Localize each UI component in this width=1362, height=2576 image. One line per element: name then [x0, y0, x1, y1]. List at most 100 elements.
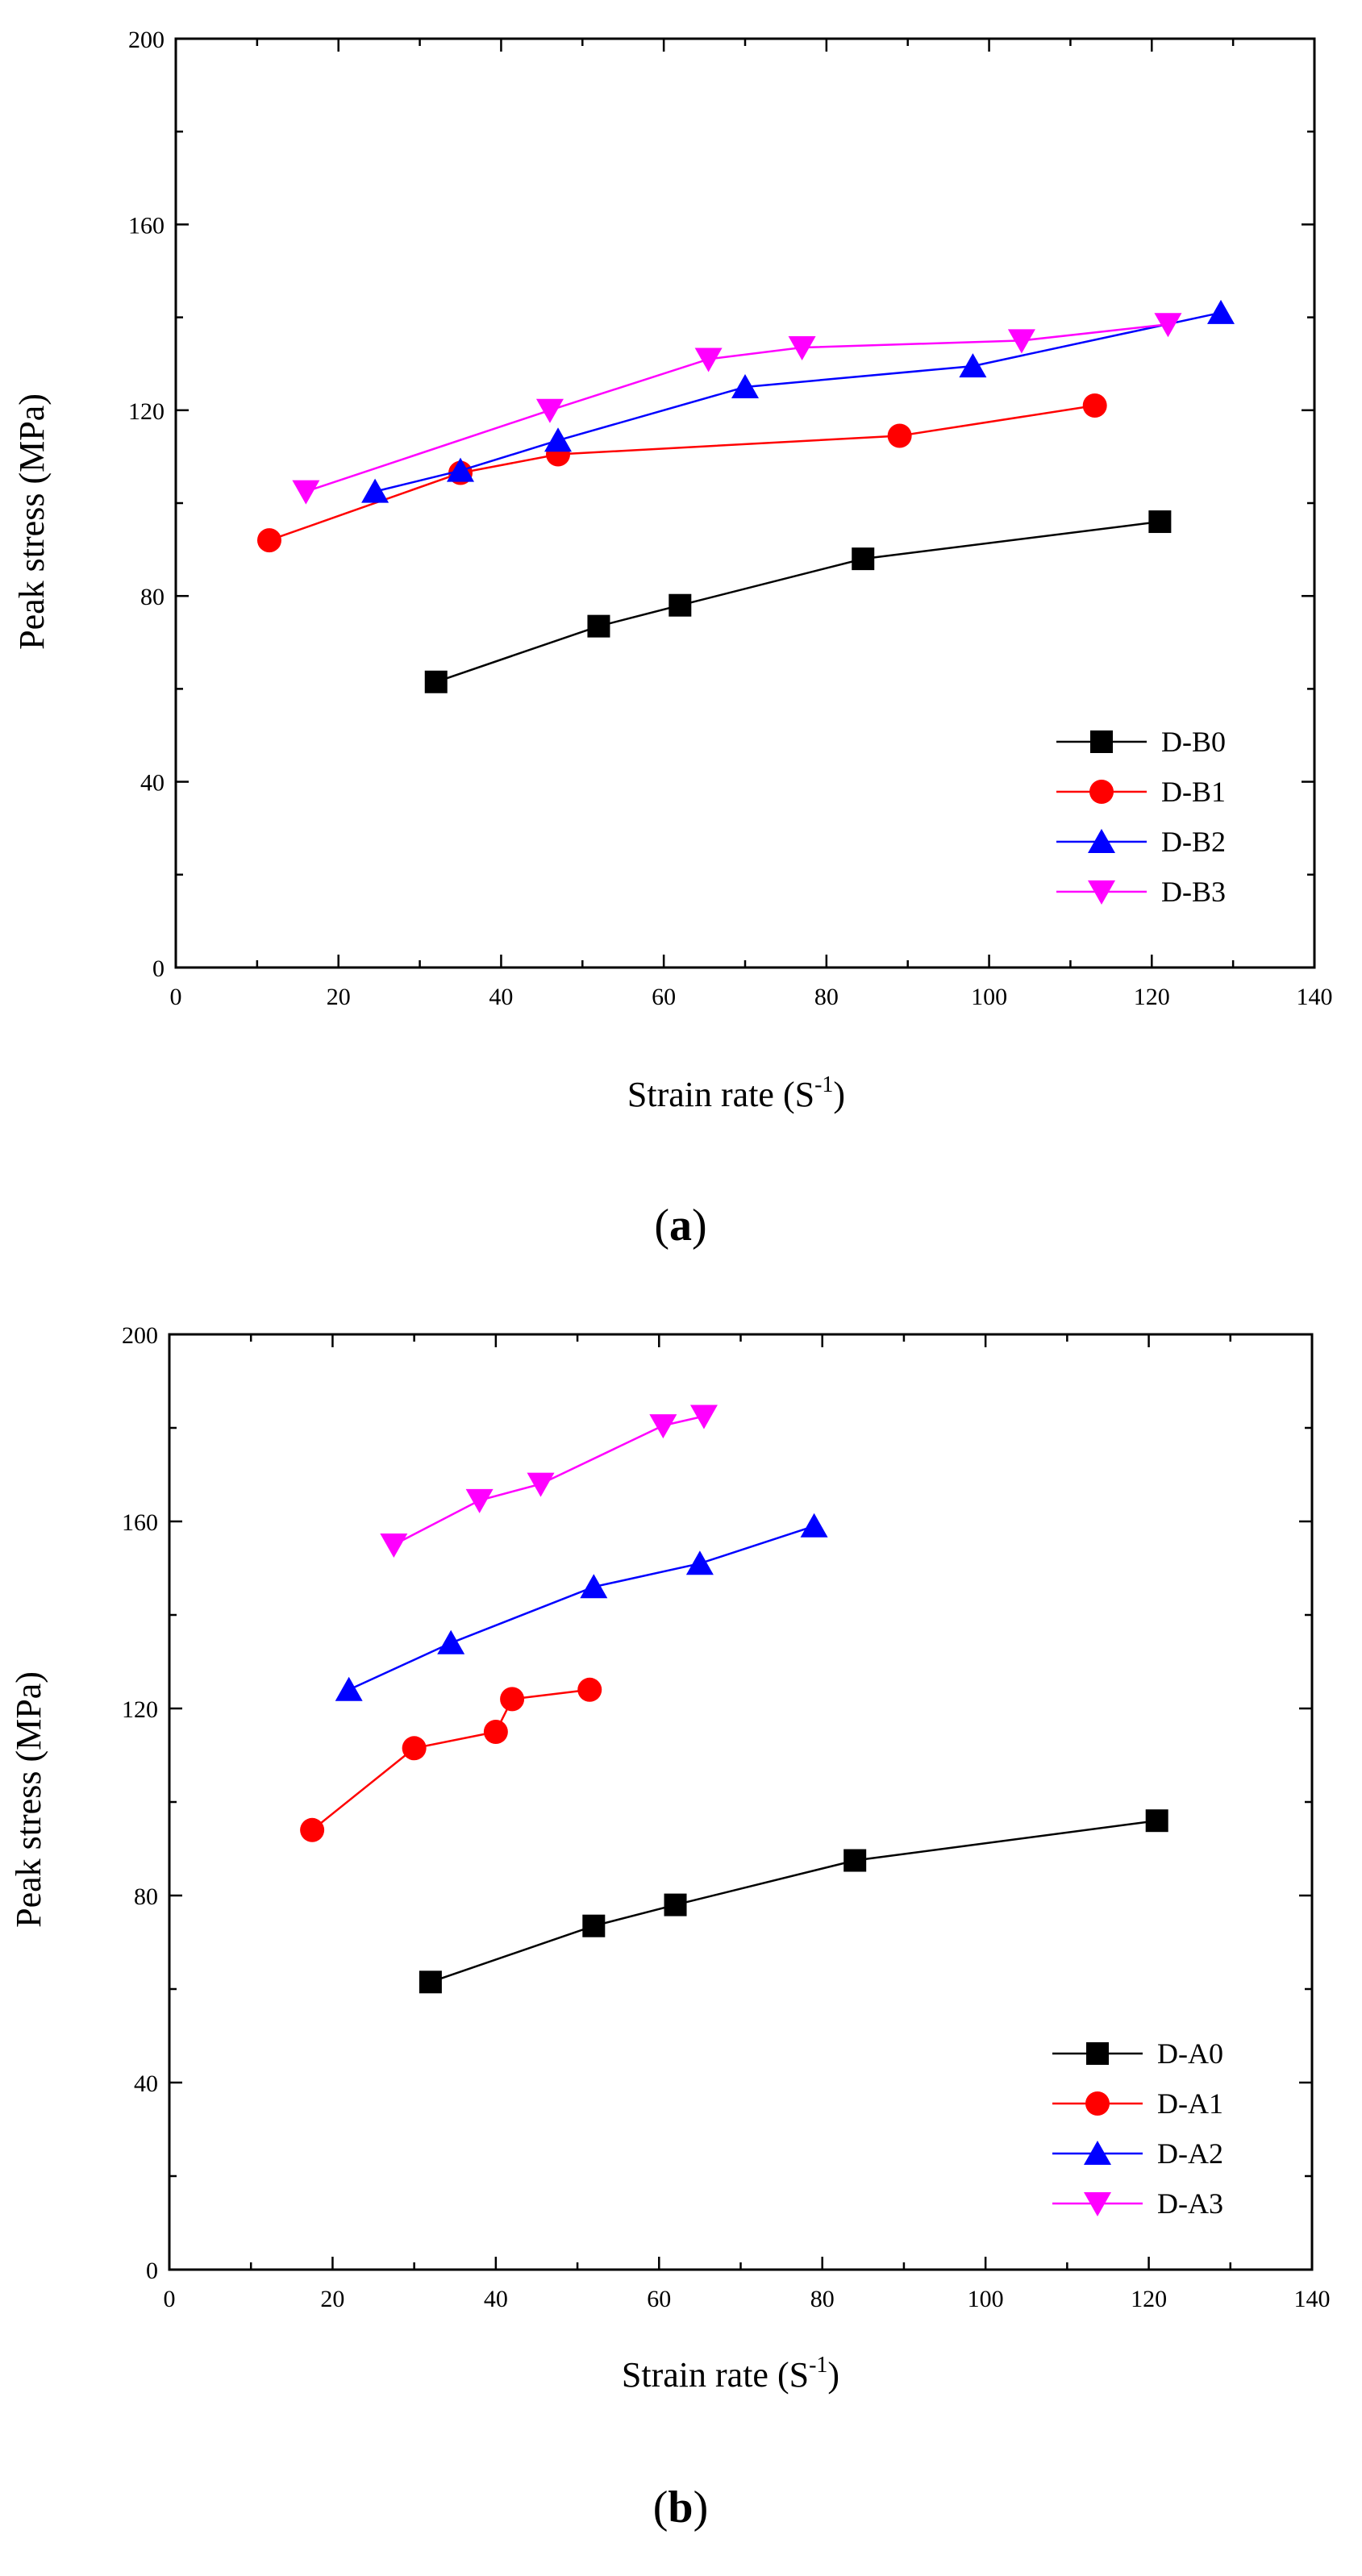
data-point [335, 1676, 363, 1701]
x-tick-label: 120 [1131, 2286, 1167, 2312]
data-point [447, 457, 474, 482]
series-line [374, 311, 1222, 493]
data-point [1007, 329, 1035, 354]
legend-label: D-B3 [1161, 876, 1226, 908]
legend-marker [1088, 829, 1115, 853]
legend-marker [1090, 730, 1113, 753]
y-tick-label: 120 [128, 398, 165, 425]
legend-label: D-A2 [1157, 2137, 1223, 2170]
y-tick-label: 0 [152, 955, 165, 982]
y-axis-title: Peak stress (MPa) [9, 1671, 48, 1928]
legend-entry: D-B0 [1056, 726, 1226, 758]
x-tick-label: 20 [327, 984, 351, 1010]
legend-marker [1085, 2091, 1110, 2116]
data-point [361, 478, 389, 503]
data-point [689, 1405, 718, 1429]
x-tick-label: 60 [647, 2286, 671, 2312]
x-axis-title: Strain rate (S-1) [622, 2353, 839, 2395]
data-point [544, 427, 573, 452]
plot-frame [168, 1333, 1314, 2271]
x-tick-label: 80 [814, 984, 839, 1010]
legend-label: D-B1 [1161, 776, 1226, 808]
data-point [527, 1472, 555, 1497]
data-point [437, 1629, 465, 1654]
x-tick-label: 140 [1297, 984, 1333, 1010]
x-tick-label: 80 [810, 2286, 835, 2312]
panel-label-a: (a) [654, 1201, 706, 1251]
legend-label: D-A3 [1157, 2187, 1223, 2220]
x-axis-title: Strain rate (S-1) [627, 1072, 845, 1114]
data-point [1082, 393, 1107, 418]
y-tick-label: 160 [128, 212, 165, 239]
legend-marker [1086, 2042, 1109, 2065]
series-d-b0 [424, 510, 1172, 693]
series-d-a1 [300, 1677, 602, 1842]
data-point [1207, 299, 1235, 324]
series-line [435, 520, 1160, 683]
data-point [852, 547, 875, 571]
series-d-b3 [292, 313, 1182, 505]
panel-label-b: (b) [653, 2482, 708, 2532]
series-line [269, 404, 1095, 542]
legend-entry: D-B1 [1056, 776, 1226, 808]
data-point [380, 1534, 408, 1558]
data-point [800, 1513, 828, 1538]
data-point [582, 1914, 606, 1937]
data-point [887, 423, 912, 448]
data-point [483, 1720, 508, 1744]
x-tick-label: 20 [320, 2286, 344, 2312]
y-tick-label: 80 [134, 1883, 158, 1910]
x-tick-label: 60 [652, 984, 676, 1010]
data-point [685, 1550, 714, 1575]
data-point [1148, 510, 1172, 534]
series-d-a3 [380, 1405, 718, 1558]
data-point [535, 398, 564, 423]
data-point [649, 1414, 677, 1439]
series-line [311, 1688, 590, 1831]
legend-marker [1088, 880, 1115, 905]
x-tick-label: 120 [1134, 984, 1170, 1010]
y-tick-label: 200 [122, 1322, 158, 1349]
data-point [500, 1687, 525, 1712]
series-d-a0 [419, 1809, 1168, 1994]
legend-entry: D-A1 [1052, 2087, 1223, 2120]
x-tick-label: 40 [484, 2286, 508, 2312]
legend-marker [1084, 2141, 1111, 2165]
series-d-b1 [256, 393, 1107, 553]
x-tick-label: 0 [164, 2286, 176, 2312]
data-point [424, 670, 448, 693]
legend-marker [1084, 2192, 1111, 2216]
x-tick-label: 0 [170, 984, 182, 1010]
legend-label: D-A0 [1157, 2037, 1223, 2070]
y-tick-label: 40 [140, 770, 165, 797]
series-d-b2 [361, 299, 1235, 503]
data-point [465, 1488, 494, 1513]
series-line [348, 1525, 814, 1691]
legend-label: D-B0 [1161, 726, 1226, 758]
data-point [577, 1677, 602, 1702]
y-tick-label: 0 [146, 2258, 158, 2284]
legend-entry: D-B2 [1056, 826, 1226, 858]
data-point [419, 1970, 442, 1994]
data-point [256, 528, 281, 553]
x-tick-label: 40 [489, 984, 513, 1010]
y-tick-label: 80 [140, 584, 165, 610]
series-d-a2 [335, 1513, 828, 1701]
legend-label: D-B2 [1161, 826, 1226, 858]
data-point [402, 1736, 427, 1761]
data-point [694, 347, 723, 372]
y-axis-title: Peak stress (MPa) [12, 393, 52, 650]
series-line [430, 1819, 1157, 1983]
y-tick-label: 160 [122, 1509, 158, 1536]
data-point [580, 1574, 608, 1599]
x-tick-label: 100 [968, 2286, 1004, 2312]
y-tick-label: 120 [122, 1696, 158, 1723]
data-point [1145, 1809, 1168, 1833]
legend-marker [1089, 780, 1114, 804]
legend-entry: D-B3 [1056, 876, 1226, 908]
data-point [300, 1817, 325, 1842]
legend-entry: D-A0 [1052, 2037, 1223, 2070]
data-point [292, 480, 320, 505]
data-point [788, 336, 816, 361]
